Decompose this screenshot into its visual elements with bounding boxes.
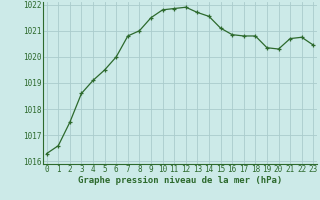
X-axis label: Graphe pression niveau de la mer (hPa): Graphe pression niveau de la mer (hPa) — [78, 176, 282, 185]
